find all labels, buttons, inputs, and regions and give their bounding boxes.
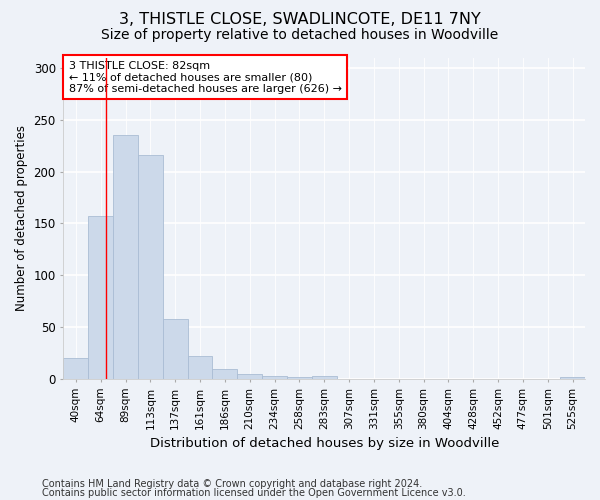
Bar	[163, 319, 188, 379]
Bar	[188, 356, 212, 379]
Bar	[560, 377, 585, 379]
Text: Contains HM Land Registry data © Crown copyright and database right 2024.: Contains HM Land Registry data © Crown c…	[42, 479, 422, 489]
Bar	[212, 368, 237, 379]
Bar	[312, 376, 337, 379]
Bar	[64, 358, 88, 379]
Bar	[262, 376, 287, 379]
Text: 3 THISTLE CLOSE: 82sqm
← 11% of detached houses are smaller (80)
87% of semi-det: 3 THISTLE CLOSE: 82sqm ← 11% of detached…	[68, 60, 341, 94]
X-axis label: Distribution of detached houses by size in Woodville: Distribution of detached houses by size …	[149, 437, 499, 450]
Y-axis label: Number of detached properties: Number of detached properties	[15, 125, 28, 311]
Bar	[88, 216, 113, 379]
Bar	[138, 155, 163, 379]
Text: 3, THISTLE CLOSE, SWADLINCOTE, DE11 7NY: 3, THISTLE CLOSE, SWADLINCOTE, DE11 7NY	[119, 12, 481, 28]
Text: Size of property relative to detached houses in Woodville: Size of property relative to detached ho…	[101, 28, 499, 42]
Bar	[113, 136, 138, 379]
Text: Contains public sector information licensed under the Open Government Licence v3: Contains public sector information licen…	[42, 488, 466, 498]
Bar	[237, 374, 262, 379]
Bar	[287, 377, 312, 379]
